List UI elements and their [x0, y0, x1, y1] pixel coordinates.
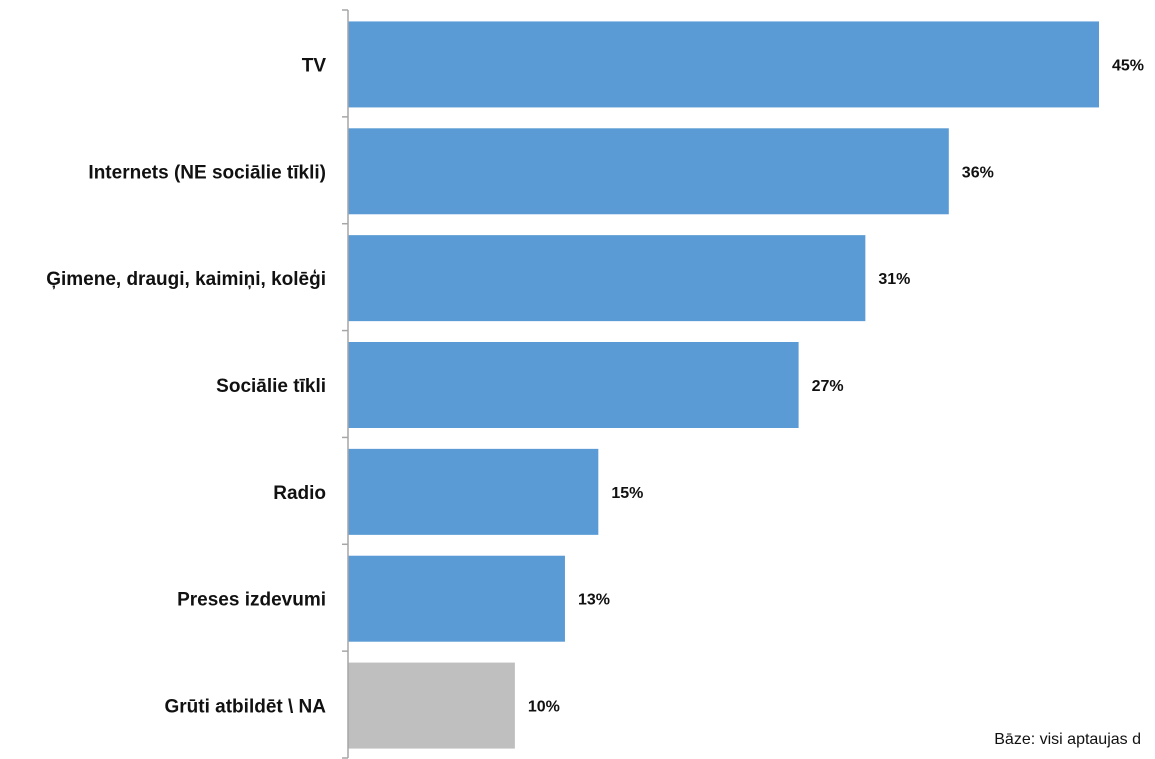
value-label-3: 27%	[812, 378, 844, 395]
bar-3	[348, 342, 799, 428]
value-label-1: 36%	[962, 164, 994, 181]
bar-5	[348, 555, 565, 642]
category-axis	[342, 9, 349, 759]
value-label-5: 13%	[578, 592, 610, 609]
value-label-0: 45%	[1112, 57, 1144, 74]
value-label-6: 10%	[528, 699, 560, 716]
category-label-5: Preses izdevumi	[177, 590, 326, 611]
value-label-2: 31%	[878, 271, 910, 288]
bar-6	[348, 662, 515, 749]
category-label-6: Grūti atbildēt \ NA	[165, 697, 327, 718]
category-label-3: Sociālie tīkli	[216, 376, 326, 397]
category-label-0: TV	[302, 55, 327, 76]
value-label-4: 15%	[611, 485, 643, 502]
bars-group	[348, 21, 1099, 749]
bar-2	[348, 235, 866, 322]
category-label-4: Radio	[273, 483, 326, 504]
bar-4	[348, 448, 599, 535]
bar-0	[348, 21, 1099, 108]
category-label-1: Internets (NE sociālie tīkli)	[88, 162, 326, 183]
bar-1	[348, 128, 949, 215]
base-footnote: Bāze: visi aptaujas d	[994, 731, 1141, 748]
value-labels: 45% 36% 31% 27% 15% 13% 10%	[528, 57, 1144, 715]
category-label-2: Ģimene, draugi, kaimiņi, kolēģi	[46, 269, 326, 290]
category-labels: TV Internets (NE sociālie tīkli) Ģimene, d…	[46, 55, 326, 717]
